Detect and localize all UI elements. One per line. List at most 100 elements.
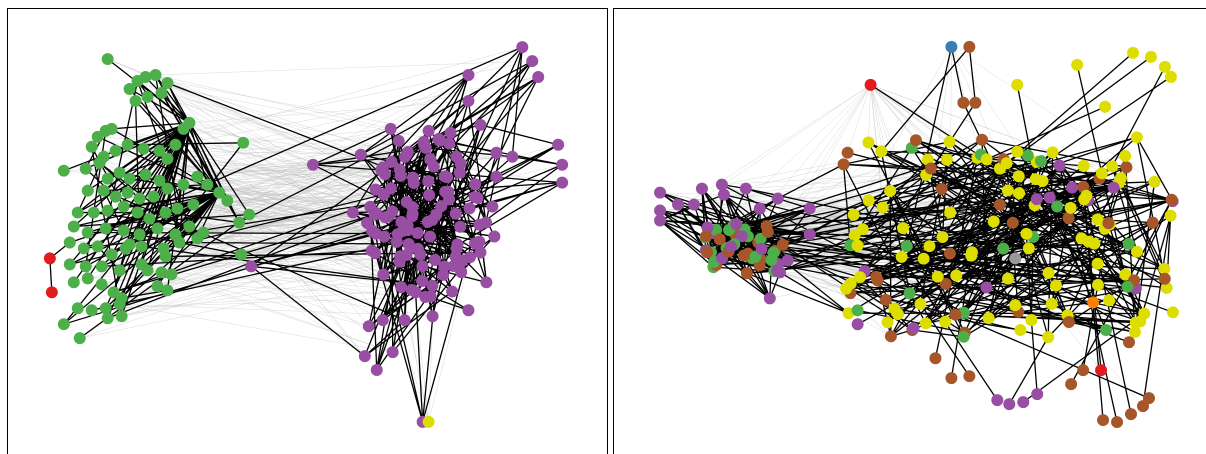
strong-edge [850, 154, 982, 285]
green-node [63, 236, 76, 249]
yellow-node [1114, 172, 1127, 185]
green-node [213, 186, 226, 199]
strong-edge [902, 227, 1004, 250]
yellow-node [1009, 299, 1022, 312]
brown-node [1077, 364, 1090, 377]
brown-node [963, 370, 976, 383]
green-node [851, 304, 864, 317]
brown-node [909, 134, 922, 147]
green-node [135, 240, 148, 253]
yellow-node [1103, 294, 1116, 307]
brown-node [879, 293, 892, 306]
yellow-node [1020, 227, 1033, 240]
green-node [117, 200, 130, 213]
brown-node [993, 198, 1006, 211]
purple-node [444, 126, 457, 139]
strong-edge [384, 140, 400, 218]
yellow-node [1014, 324, 1027, 337]
green-node [201, 178, 214, 191]
green-node [97, 184, 110, 197]
purple-node [755, 242, 768, 255]
yellow-node [1022, 242, 1035, 255]
yellow-node [1130, 131, 1143, 144]
yellow-node [1013, 187, 1026, 200]
yellow-node [876, 201, 889, 214]
strong-edge [129, 88, 190, 124]
strong-edge [963, 233, 1027, 314]
brown-node [1120, 161, 1133, 174]
purple-node [358, 350, 371, 363]
strong-edge [711, 195, 1087, 234]
strong-edge [1022, 313, 1145, 403]
strong-edge [360, 74, 469, 156]
purple-node [1003, 398, 1016, 411]
purple-node [454, 220, 467, 233]
strong-edge [477, 76, 539, 199]
green-node [109, 190, 122, 203]
green-node [123, 238, 136, 251]
brown-node [884, 330, 897, 343]
purple-node [395, 281, 408, 294]
weak-edge [83, 248, 393, 353]
purple-node [654, 214, 667, 227]
purple-node [739, 182, 752, 195]
green-node [137, 142, 150, 155]
purple-node [851, 318, 864, 331]
yellow-node [1050, 279, 1062, 292]
purple-node [735, 230, 748, 243]
nodes [43, 41, 569, 428]
purple-node [1107, 181, 1120, 194]
brown-node [943, 247, 956, 260]
green-node [1051, 200, 1064, 213]
purple-node [773, 266, 786, 279]
right-network-panel [613, 8, 1206, 454]
purple-node [803, 228, 816, 241]
green-node [57, 164, 70, 177]
purple-node [424, 153, 437, 166]
purple-node [392, 134, 405, 147]
green-node [95, 260, 108, 273]
strong-edge [744, 164, 1060, 231]
green-node [113, 166, 126, 179]
purple-node [426, 213, 439, 226]
purple-node [442, 185, 455, 198]
purple-node [474, 118, 487, 131]
strong-edge [854, 147, 913, 236]
gray-node [1009, 252, 1022, 265]
yellow-node [1129, 316, 1142, 329]
brown-node [969, 96, 982, 109]
weak-edge [219, 147, 426, 193]
strong-edge [251, 213, 456, 268]
strong-edge [188, 122, 208, 185]
green-node [121, 138, 134, 151]
yellow-node [1046, 146, 1059, 159]
weak-edge [175, 76, 539, 146]
green-node [101, 312, 114, 325]
green-node [1100, 324, 1112, 336]
weak-edge [107, 265, 423, 319]
brown-node [871, 274, 884, 287]
purple-node [730, 218, 743, 231]
brown-node [760, 220, 773, 233]
weak-edge [155, 74, 391, 130]
purple-node [446, 285, 459, 298]
strong-edge [364, 319, 406, 357]
strong-edge [1128, 215, 1171, 245]
strong-edge [777, 163, 844, 200]
strong-edge [925, 222, 1014, 324]
yellow-node [1128, 325, 1141, 338]
purple-node [672, 198, 685, 211]
strong-edge [422, 182, 563, 267]
purple-node [369, 227, 382, 240]
weak-edge [745, 165, 1084, 189]
orange-node [1087, 296, 1100, 309]
purple-node [385, 155, 398, 168]
strong-edge [1136, 136, 1174, 202]
purple-node [400, 196, 413, 208]
yellow-node [1000, 157, 1013, 170]
weak-edge [243, 142, 383, 321]
yellow-node [1077, 159, 1090, 172]
strong-edge [448, 142, 497, 178]
green-node [235, 248, 248, 261]
yellow-node [875, 145, 888, 158]
